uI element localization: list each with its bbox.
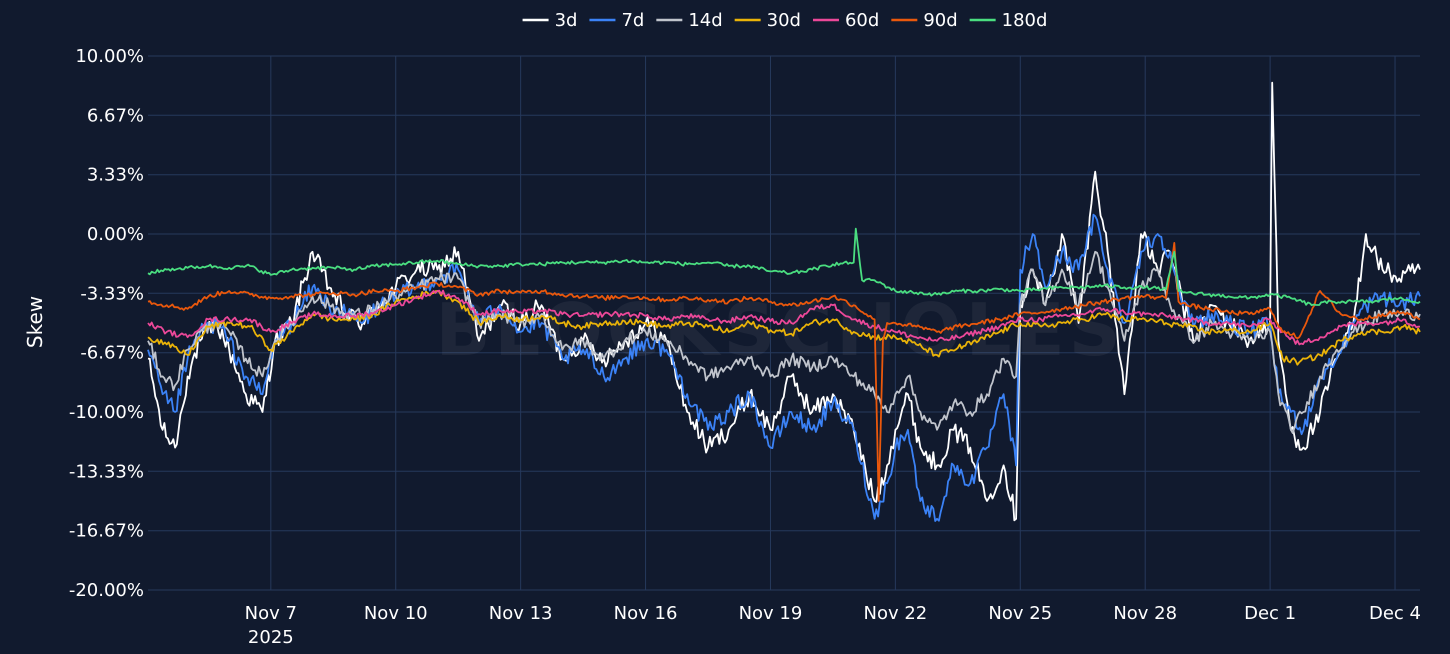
legend-item-7d[interactable]: 7d [589, 10, 644, 31]
legend-label-60d: 60d [845, 10, 879, 31]
legend-label-90d: 90d [923, 10, 957, 31]
series-line-180d [147, 227, 1421, 307]
legend-item-30d[interactable]: 30d [734, 10, 801, 31]
x-tick-label: Nov 13 [489, 603, 553, 624]
y-tick-label: 3.33% [87, 165, 144, 186]
legend-label-14d: 14d [688, 10, 722, 31]
series-line-30d [147, 290, 1421, 366]
series-lines [147, 81, 1421, 522]
series-line-14d [147, 250, 1421, 434]
y-axis-title: Skew [23, 296, 47, 348]
x-tick-label: Nov 28 [1113, 603, 1177, 624]
x-tick-label: Dec 1 [1244, 603, 1296, 624]
series-line-60d [147, 289, 1420, 346]
x-tick-label: Dec 4 [1369, 603, 1421, 624]
x-tick-label: Nov 19 [739, 603, 803, 624]
legend-item-14d[interactable]: 14d [656, 10, 723, 31]
y-axis-ticks: 10.00% 6.67% 3.33% 0.00% -3.33% -6.67% -10.00%… [69, 46, 144, 601]
x-tick-label: Nov 16 [614, 603, 678, 624]
legend-item-3d[interactable]: 3d [522, 10, 578, 31]
y-tick-label: -16.67% [69, 521, 144, 542]
x-tick-year-label: 2025 [248, 627, 294, 648]
x-tick-label: Nov 7 [245, 603, 297, 624]
series-line-7d [147, 213, 1421, 522]
legend-label-7d: 7d [621, 10, 644, 31]
legend-label-30d: 30d [767, 10, 801, 31]
legend-label-3d: 3d [555, 10, 578, 31]
legend-item-90d[interactable]: 90d [891, 10, 958, 31]
x-tick-label: Nov 10 [364, 603, 428, 624]
y-tick-label: -3.33% [80, 283, 144, 304]
x-tick-label: Nov 25 [988, 603, 1052, 624]
series-line-90d [147, 241, 1421, 502]
y-tick-label: 6.67% [87, 105, 144, 126]
legend-item-180d[interactable]: 180d [969, 10, 1048, 31]
x-axis-ticks: Nov 7 Nov 10 Nov 13 Nov 16 Nov 19 Nov 22 Nov 2… [245, 603, 1421, 648]
y-tick-label: -20.00% [69, 580, 144, 601]
legend: 3d 7d 14d 30d 60d 90d 180d [522, 10, 1048, 31]
x-tick-label: Nov 22 [863, 603, 927, 624]
y-tick-label: 0.00% [87, 224, 144, 245]
y-tick-label: -10.00% [69, 402, 144, 423]
y-tick-label: -13.33% [69, 461, 144, 482]
y-tick-label: 10.00% [75, 46, 144, 67]
legend-label-180d: 180d [1002, 10, 1048, 31]
legend-item-60d[interactable]: 60d [812, 10, 879, 31]
y-tick-label: -6.67% [80, 343, 144, 364]
